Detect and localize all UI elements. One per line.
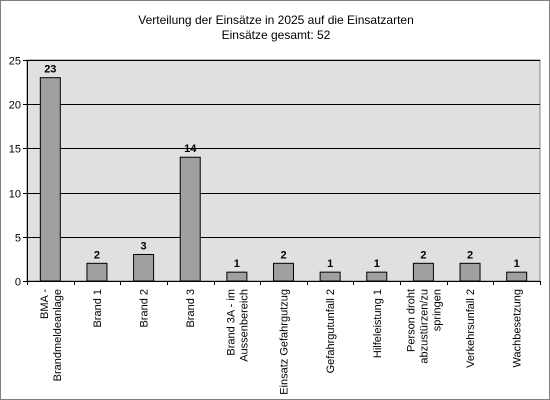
plot-area xyxy=(26,59,541,282)
x-tick-label: BMA - Brandmeldeanlage xyxy=(39,289,64,382)
bar xyxy=(226,271,248,282)
data-label: 2 xyxy=(280,249,286,261)
bar xyxy=(86,262,108,282)
data-label: 14 xyxy=(184,143,197,155)
x-tick-label-line: abzustürzen/zu xyxy=(418,289,430,364)
x-tick-label-line: Verkehrsunfall 2 xyxy=(465,289,477,368)
x-tick-label-line: Aussenbereich xyxy=(238,289,250,362)
data-label: 1 xyxy=(234,258,240,270)
data-label: 1 xyxy=(327,258,333,270)
x-tick-label-line: Person droht xyxy=(405,289,417,352)
y-tick-label: 10 xyxy=(9,189,21,201)
x-tick-label: Brand 1 xyxy=(92,289,104,328)
bar xyxy=(133,253,155,282)
x-tick-label: Wachbesetzung xyxy=(512,289,524,367)
x-tick-label-line: springen xyxy=(431,289,443,331)
y-tick-label: 0 xyxy=(15,277,21,289)
x-tick-label: Person droht abzustürzen/zu springen xyxy=(405,289,443,364)
bar xyxy=(319,271,341,282)
bar xyxy=(39,77,61,282)
x-tick-label: Brand 2 xyxy=(139,289,151,328)
x-tick-label-line: Hilfeleistung 1 xyxy=(372,289,384,358)
bar xyxy=(412,262,434,282)
x-tick-label-line: Brandmeldeanlage xyxy=(52,289,64,381)
data-label: 23 xyxy=(44,64,56,76)
x-tick-label: Einsatz Gefahrgutzug xyxy=(279,289,291,395)
x-tick-label-line: Brand 3 xyxy=(185,289,197,328)
y-tick-label: 25 xyxy=(9,56,21,68)
y-tick-label: 5 xyxy=(15,233,21,245)
bar xyxy=(506,271,528,282)
data-label: 2 xyxy=(467,249,473,261)
x-tick-label: Hilfeleistung 1 xyxy=(372,289,384,358)
x-tick-label-line: Wachbesetzung xyxy=(512,289,524,367)
data-label: 1 xyxy=(514,258,520,270)
x-tick-label-line: Gefahrgutunfall 2 xyxy=(325,289,337,373)
x-tick-label: Gefahrgutunfall 2 xyxy=(325,289,337,373)
x-tick-label-line: BMA - xyxy=(39,289,51,319)
bar xyxy=(273,262,294,282)
y-tick-label: 15 xyxy=(9,144,21,156)
data-label: 3 xyxy=(141,240,147,252)
x-tick-label-line: Brand 2 xyxy=(139,289,151,328)
x-tick-label: Brand 3A - im Aussenbereich xyxy=(225,289,250,362)
x-tick-label-line: Einsatz Gefahrgutzug xyxy=(279,289,291,395)
bar xyxy=(366,271,388,282)
x-tick-label-line: Brand 1 xyxy=(92,289,104,328)
y-tick-label: 20 xyxy=(9,100,21,112)
bar xyxy=(459,262,481,282)
x-tick-label-line: Brand 3A - im xyxy=(225,289,237,356)
x-tick-label: Brand 3 xyxy=(185,289,197,328)
bar xyxy=(179,156,201,282)
data-label: 2 xyxy=(94,249,100,261)
chart-subtitle: Einsätze gesamt: 52 xyxy=(221,28,331,42)
chart-title: Verteilung der Einsätze in 2025 auf die … xyxy=(138,13,414,27)
data-label: 2 xyxy=(420,249,426,261)
data-label: 1 xyxy=(374,258,380,270)
x-tick-label: Verkehrsunfall 2 xyxy=(465,289,477,368)
